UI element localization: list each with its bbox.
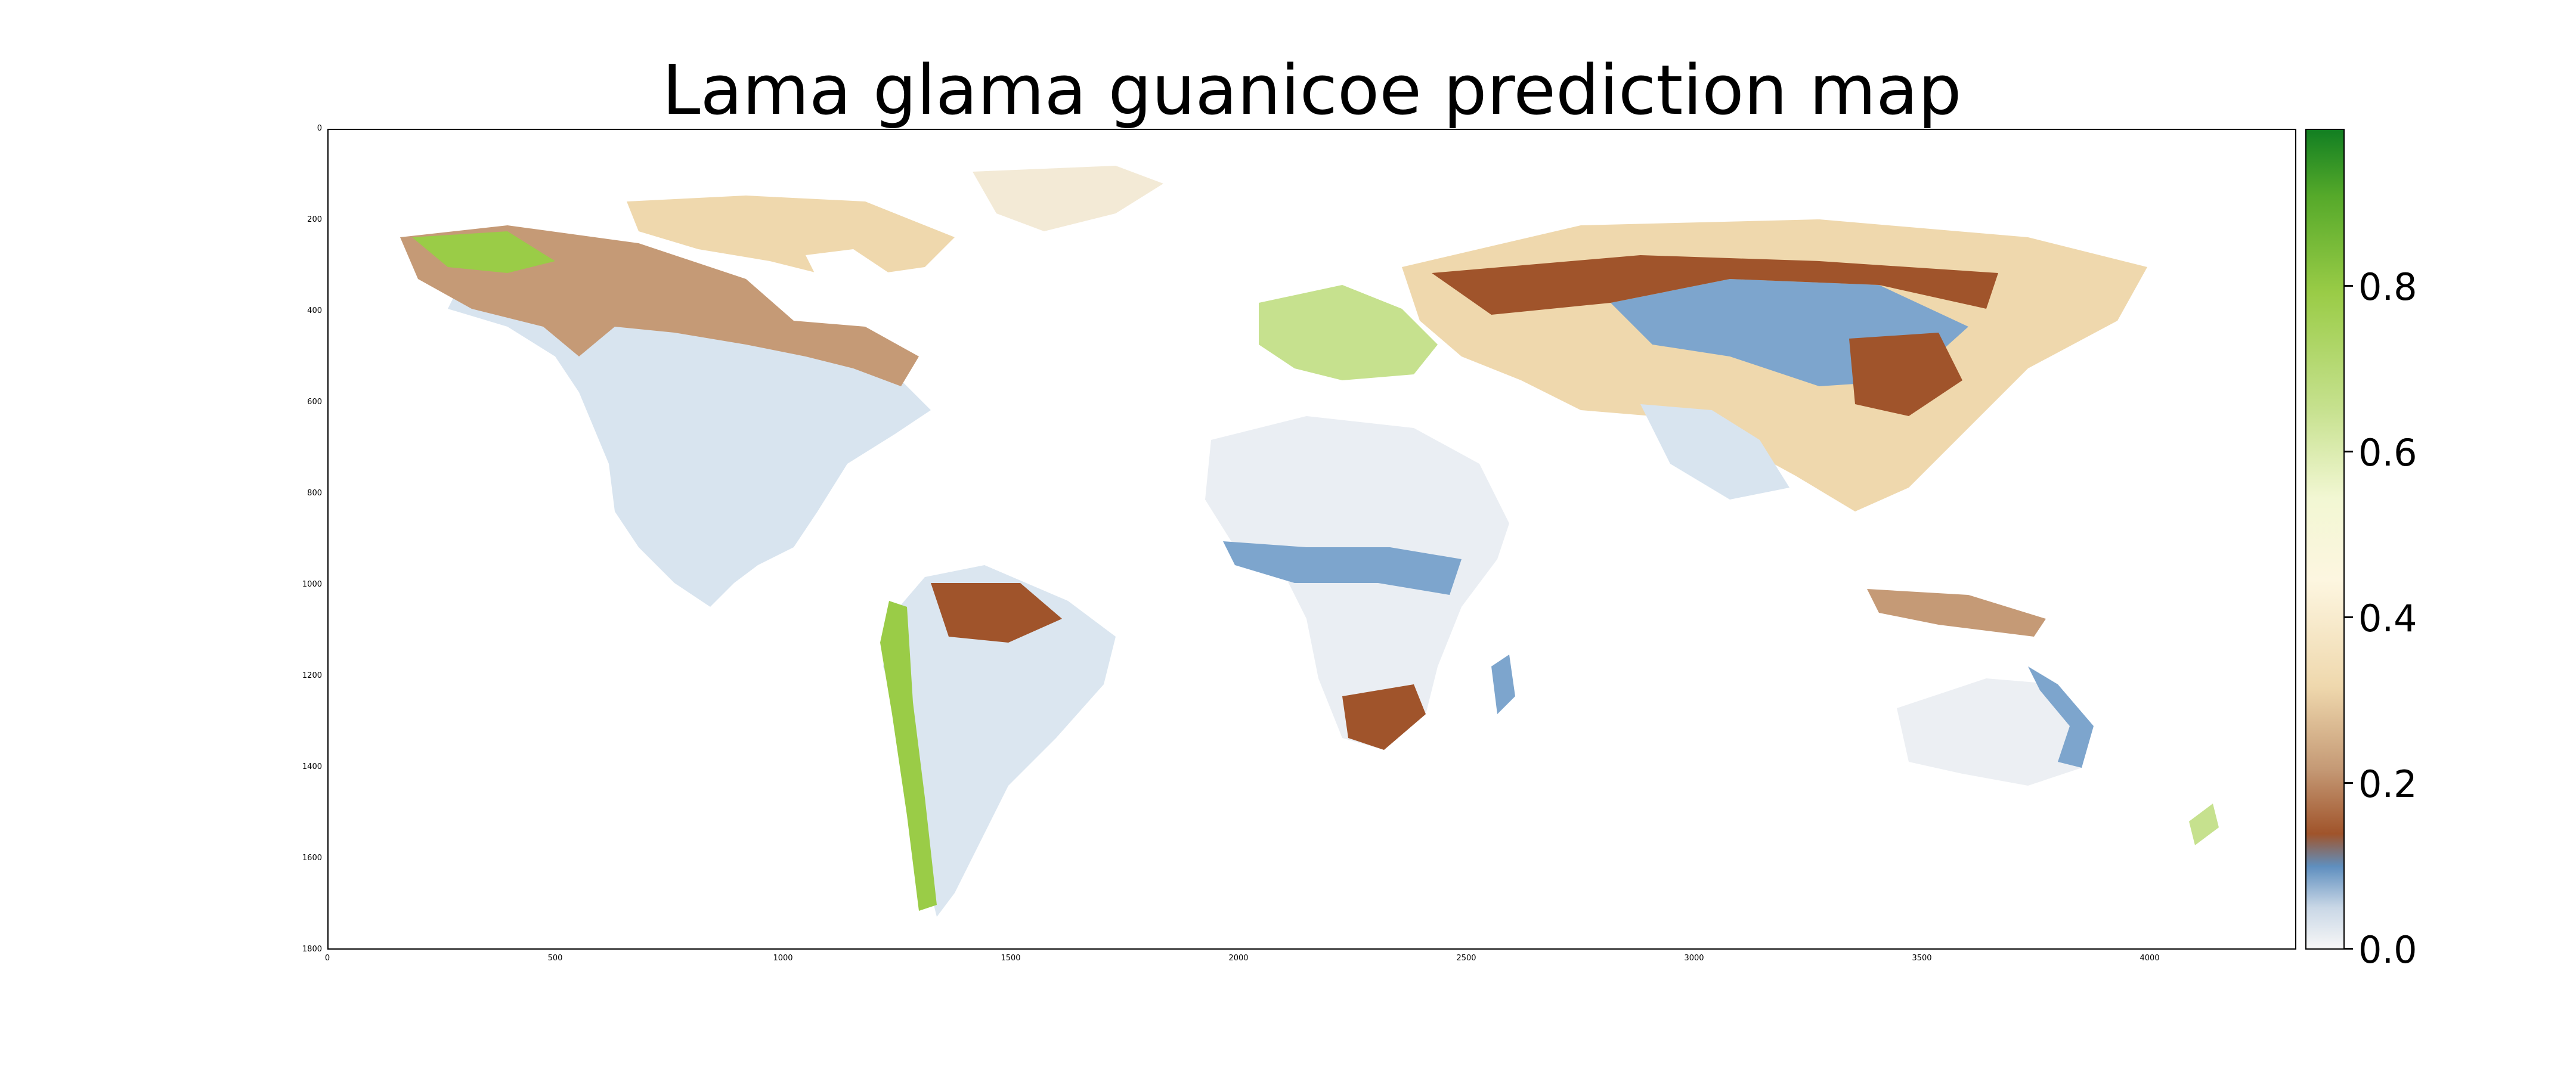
sa-andes: [880, 601, 937, 911]
island-new-zealand: [2189, 804, 2219, 845]
island-madagascar: [1491, 655, 1515, 714]
na-hudson: [806, 249, 889, 297]
y-tick-label: 800: [307, 489, 322, 498]
x-tick-label: 2500: [1456, 954, 1476, 963]
prediction-map-axes: [327, 129, 2296, 950]
x-tick-label: 3000: [1684, 954, 1704, 963]
africa-south-edge: [1342, 684, 1426, 750]
y-tick-label: 600: [307, 398, 322, 407]
y-tick-label: 200: [307, 215, 322, 224]
landmass-europe: [1259, 285, 1438, 380]
colorbar-label: 0.4: [2358, 597, 2417, 640]
x-tick-label: 500: [547, 954, 563, 963]
x-tick-label: 3500: [1912, 954, 1932, 963]
y-tick-label: 1000: [302, 580, 322, 589]
asia-india-se: [1640, 404, 1789, 500]
landmass-south-america: [883, 565, 1116, 917]
x-tick-label: 4000: [2140, 954, 2160, 963]
asia-brown-band: [1432, 255, 1998, 315]
na-arctic: [627, 196, 955, 279]
map-title: Lama glama guanicoe prediction map: [662, 51, 1962, 131]
x-tick-label: 1500: [1001, 954, 1021, 963]
landmass-greenland: [973, 166, 1163, 231]
africa-sahel-band: [1223, 541, 1462, 595]
islands-indonesia: [1867, 589, 2046, 637]
colorbar-tick: [2345, 782, 2353, 784]
colorbar-label: 0.6: [2358, 431, 2417, 475]
australia-coast: [2028, 666, 2094, 768]
y-tick-label: 1200: [302, 671, 322, 680]
colorbar-tick: [2345, 616, 2353, 618]
x-tick-label: 2000: [1228, 954, 1249, 963]
y-tick-label: 0: [317, 124, 322, 133]
y-tick-label: 1400: [302, 762, 322, 771]
colorbar-tick: [2345, 285, 2353, 287]
y-tick-label: 1800: [302, 945, 322, 954]
world-prediction-map: [400, 166, 2219, 917]
colorbar-label: 0.2: [2358, 762, 2417, 806]
colorbar-label: 0.0: [2358, 928, 2417, 972]
colorbar-tick: [2345, 948, 2353, 950]
x-tick-label: 1000: [773, 954, 793, 963]
y-tick-label: 1600: [302, 854, 322, 863]
colorbar: [2305, 129, 2345, 950]
na-green-alaska: [412, 231, 555, 273]
colorbar-tick: [2345, 451, 2353, 452]
landmass-australia: [1897, 678, 2094, 786]
colorbar-label: 0.8: [2358, 265, 2417, 309]
asia-china-east: [1849, 333, 1962, 416]
x-tick-label: 0: [324, 954, 330, 963]
sa-amazon-brown: [931, 583, 1062, 643]
y-tick-label: 400: [307, 306, 322, 315]
